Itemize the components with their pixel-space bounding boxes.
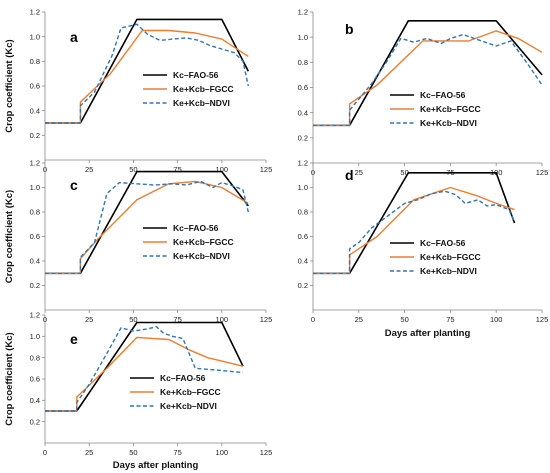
chart-panel-d: 0.2 0.4 0.6 0.8 1.0 1.2 0 25 50 75 100 125 Days afte…	[298, 159, 549, 339]
y-tick-label: 1.0	[298, 33, 308, 42]
series-line-fgcc	[45, 336, 244, 412]
panel-label: e	[70, 331, 78, 347]
y-tick-label: 0.6	[30, 375, 40, 384]
y-tick-label: 0.6	[30, 82, 40, 91]
x-tick-label: 25	[85, 165, 93, 174]
y-tick-label: 1.0	[30, 32, 40, 41]
legend: Kc–FAO-56 Ke+Kcb–FGCC Ke+Kcb–NDVI	[390, 238, 481, 276]
series-line-ndvi	[45, 326, 244, 412]
y-tick-label: 1.2	[298, 8, 308, 17]
legend-label: Kc–FAO-56	[173, 70, 219, 80]
x-tick-label: 100	[216, 448, 229, 457]
y-tick-label: 0.8	[298, 208, 308, 217]
series-line-fgcc	[313, 186, 515, 274]
series-line-ndvi	[45, 23, 249, 124]
y-tick-label: 1.0	[298, 183, 308, 192]
legend-label: Kc–FAO-56	[420, 238, 466, 248]
y-tick-label: 0.4	[298, 257, 308, 266]
y-tick-label: 0.8	[30, 208, 40, 217]
panel-label: d	[345, 167, 354, 183]
y-tick-label: 0.6	[298, 83, 308, 92]
x-tick-label: 125	[536, 315, 549, 324]
y-tick-label: 1.2	[30, 159, 40, 168]
x-axis-label: Days after planting	[113, 460, 199, 471]
y-axis-label: Crop coefficient (Kc)	[4, 190, 15, 283]
y-axis-label: Crop coefficient (Kc)	[4, 39, 15, 132]
y-tick-label: 0.6	[30, 232, 40, 241]
x-tick-label: 25	[85, 448, 93, 457]
y-tick-label: 1.2	[298, 159, 308, 168]
panel-label: c	[70, 177, 78, 193]
series-line-ndvi	[313, 33, 543, 126]
legend-label: Ke+Kcb–FGCC	[173, 237, 234, 247]
y-tick-label: 1.0	[30, 332, 40, 341]
x-tick-label: 125	[536, 168, 549, 177]
x-tick-label: 50	[129, 315, 137, 324]
y-tick-label: 0.6	[298, 232, 308, 241]
y-tick-label: 0.4	[30, 106, 40, 115]
legend: Kc–FAO-56 Ke+Kcb–FGCC Ke+Kcb–NDVI	[143, 70, 234, 108]
x-tick-label: 100	[216, 165, 229, 174]
x-tick-label: 100	[216, 315, 229, 324]
chart-panel-b: 0.20.40.60.81.01.20255075100125Kc–FAO-56…	[298, 8, 549, 177]
x-tick-label: 125	[260, 448, 273, 457]
panel-label: b	[345, 21, 354, 37]
y-tick-label: 1.2	[30, 311, 40, 320]
legend-label: Ke+Kcb–FGCC	[173, 84, 234, 94]
x-axis-label: Days after planting	[385, 328, 471, 339]
legend-label: Kc–FAO-56	[160, 373, 206, 383]
x-tick-label: 75	[173, 315, 181, 324]
legend-label: Ke+Kcb–NDVI	[420, 118, 477, 128]
legend-label: Kc–FAO-56	[173, 223, 219, 233]
series-line-ndvi	[45, 180, 249, 274]
y-tick-label: 0.2	[298, 281, 308, 290]
x-tick-label: 0	[43, 448, 47, 457]
legend: Kc–FAO-56 Ke+Kcb–FGCC Ke+Kcb–NDVI	[143, 223, 234, 261]
y-tick-label: 0.8	[30, 57, 40, 66]
legend: Kc–FAO-56 Ke+Kcb–FGCC Ke+Kcb–NDVI	[130, 373, 221, 411]
x-tick-label: 75	[173, 165, 181, 174]
x-tick-label: 50	[400, 168, 408, 177]
y-tick-label: 1.2	[30, 8, 40, 17]
y-tick-label: 0.4	[30, 257, 40, 266]
x-tick-label: 125	[260, 165, 273, 174]
legend-label: Ke+Kcb–NDVI	[420, 266, 477, 276]
chart-panel-e: 0.2 0.4 0.6 0.8 1.0 1.2 0 25 50 75 100 125 Crop coef…	[4, 311, 272, 471]
legend: Kc–FAO-56 Ke+Kcb–FGCC Ke+Kcb–NDVI	[390, 90, 481, 128]
x-tick-label: 100	[490, 315, 503, 324]
series-line-ndvi	[313, 190, 516, 274]
x-tick-label: 75	[173, 448, 181, 457]
x-tick-label: 50	[129, 448, 137, 457]
y-tick-label: 0.2	[30, 417, 40, 426]
legend-label: Ke+Kcb–NDVI	[160, 401, 217, 411]
x-tick-label: 25	[355, 315, 363, 324]
legend-label: Ke+Kcb–NDVI	[173, 251, 230, 261]
y-tick-label: 0.4	[30, 396, 40, 405]
x-tick-label: 50	[129, 165, 137, 174]
y-tick-label: 0.2	[30, 131, 40, 140]
legend-label: Ke+Kcb–FGCC	[160, 387, 221, 397]
x-tick-label: 25	[355, 168, 363, 177]
legend-label: Kc–FAO-56	[420, 90, 466, 100]
x-tick-label: 50	[400, 315, 408, 324]
y-tick-label: 0.4	[298, 108, 308, 117]
panel-label: a	[70, 29, 78, 45]
x-tick-label: 0	[311, 315, 315, 324]
legend-label: Ke+Kcb–NDVI	[173, 98, 230, 108]
x-tick-label: 75	[446, 315, 454, 324]
y-tick-label: 0.2	[298, 133, 308, 142]
y-tick-label: 1.0	[30, 183, 40, 192]
legend-label: Ke+Kcb–FGCC	[420, 104, 481, 114]
y-tick-label: 0.8	[298, 58, 308, 67]
legend-label: Ke+Kcb–FGCC	[420, 252, 481, 262]
x-tick-label: 125	[260, 315, 273, 324]
y-axis-label: Crop coefficient (Kc)	[4, 332, 15, 425]
x-tick-label: 25	[85, 315, 93, 324]
y-tick-label: 0.8	[30, 353, 40, 362]
y-tick-label: 0.2	[30, 281, 40, 290]
series-line-fao56	[313, 172, 516, 275]
